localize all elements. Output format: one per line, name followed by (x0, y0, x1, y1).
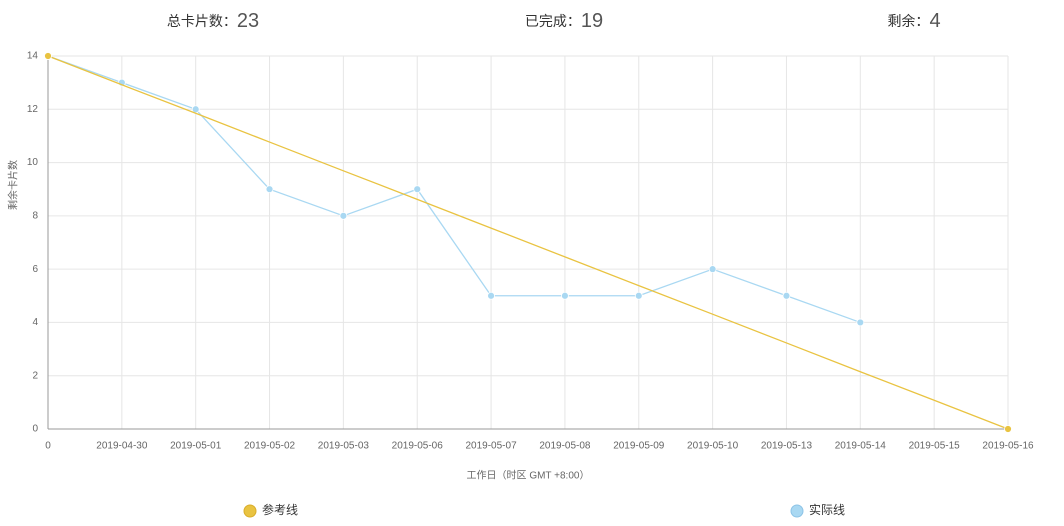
stat-label: 总卡片数： (167, 13, 237, 29)
y-axis-label: 剩余卡片数 (7, 160, 20, 210)
x-tick-label: 0 (45, 441, 51, 452)
stat: 总卡片数：23 (167, 10, 259, 32)
y-tick-label: 2 (32, 370, 38, 381)
series-line (47, 55, 1009, 430)
stat-label: 剩余： (887, 13, 929, 29)
x-tick-label: 2019-05-15 (909, 441, 961, 452)
point (634, 291, 643, 300)
point (856, 318, 865, 327)
stat: 已完成：19 (525, 10, 603, 32)
point (487, 291, 495, 300)
legend-marker (243, 504, 257, 518)
point (1004, 425, 1012, 433)
x-tick-label: 2019-05-13 (761, 441, 813, 452)
x-tick-label: 2019-05-09 (613, 441, 665, 452)
point (339, 211, 348, 220)
point (561, 291, 569, 300)
y-tick-label: 12 (27, 104, 39, 115)
x-tick-label: 2019-05-02 (244, 441, 296, 452)
x-tick-label: 2019-05-10 (687, 441, 739, 452)
x-tick-label: 2019-05-08 (539, 441, 591, 452)
x-tick-label: 2019-04-30 (96, 441, 148, 452)
x-tick-label: 2019-05-03 (318, 441, 370, 452)
stat-value: 4 (929, 10, 940, 32)
x-tick-label: 2019-05-06 (392, 441, 444, 452)
y-tick-label: 4 (32, 317, 38, 328)
legend-label: 实际线 (809, 502, 845, 517)
series-line (47, 55, 861, 324)
y-tick-label: 10 (27, 157, 39, 168)
x-tick-label: 2019-05-01 (170, 441, 222, 452)
x-tick-label: 2019-05-14 (835, 441, 887, 452)
legend-marker (790, 504, 804, 518)
x-axis-label: 工作日（时区 GMT +8:00） (467, 470, 590, 482)
x-tick-label: 2019-05-07 (465, 441, 517, 452)
point (265, 185, 274, 194)
stat-label: 已完成： (525, 13, 581, 29)
point (44, 52, 52, 60)
stat-value: 23 (237, 10, 259, 32)
y-tick-label: 8 (32, 210, 38, 221)
stat: 剩余：4 (887, 10, 940, 32)
y-tick-label: 14 (27, 51, 39, 62)
legend-label: 参考线 (262, 502, 298, 517)
x-tick-label: 2019-05-16 (982, 441, 1034, 452)
point (782, 291, 791, 300)
stat-value: 19 (581, 10, 603, 32)
point (413, 185, 422, 194)
y-tick-label: 0 (32, 424, 38, 435)
point (708, 265, 717, 274)
y-tick-label: 6 (32, 264, 38, 275)
